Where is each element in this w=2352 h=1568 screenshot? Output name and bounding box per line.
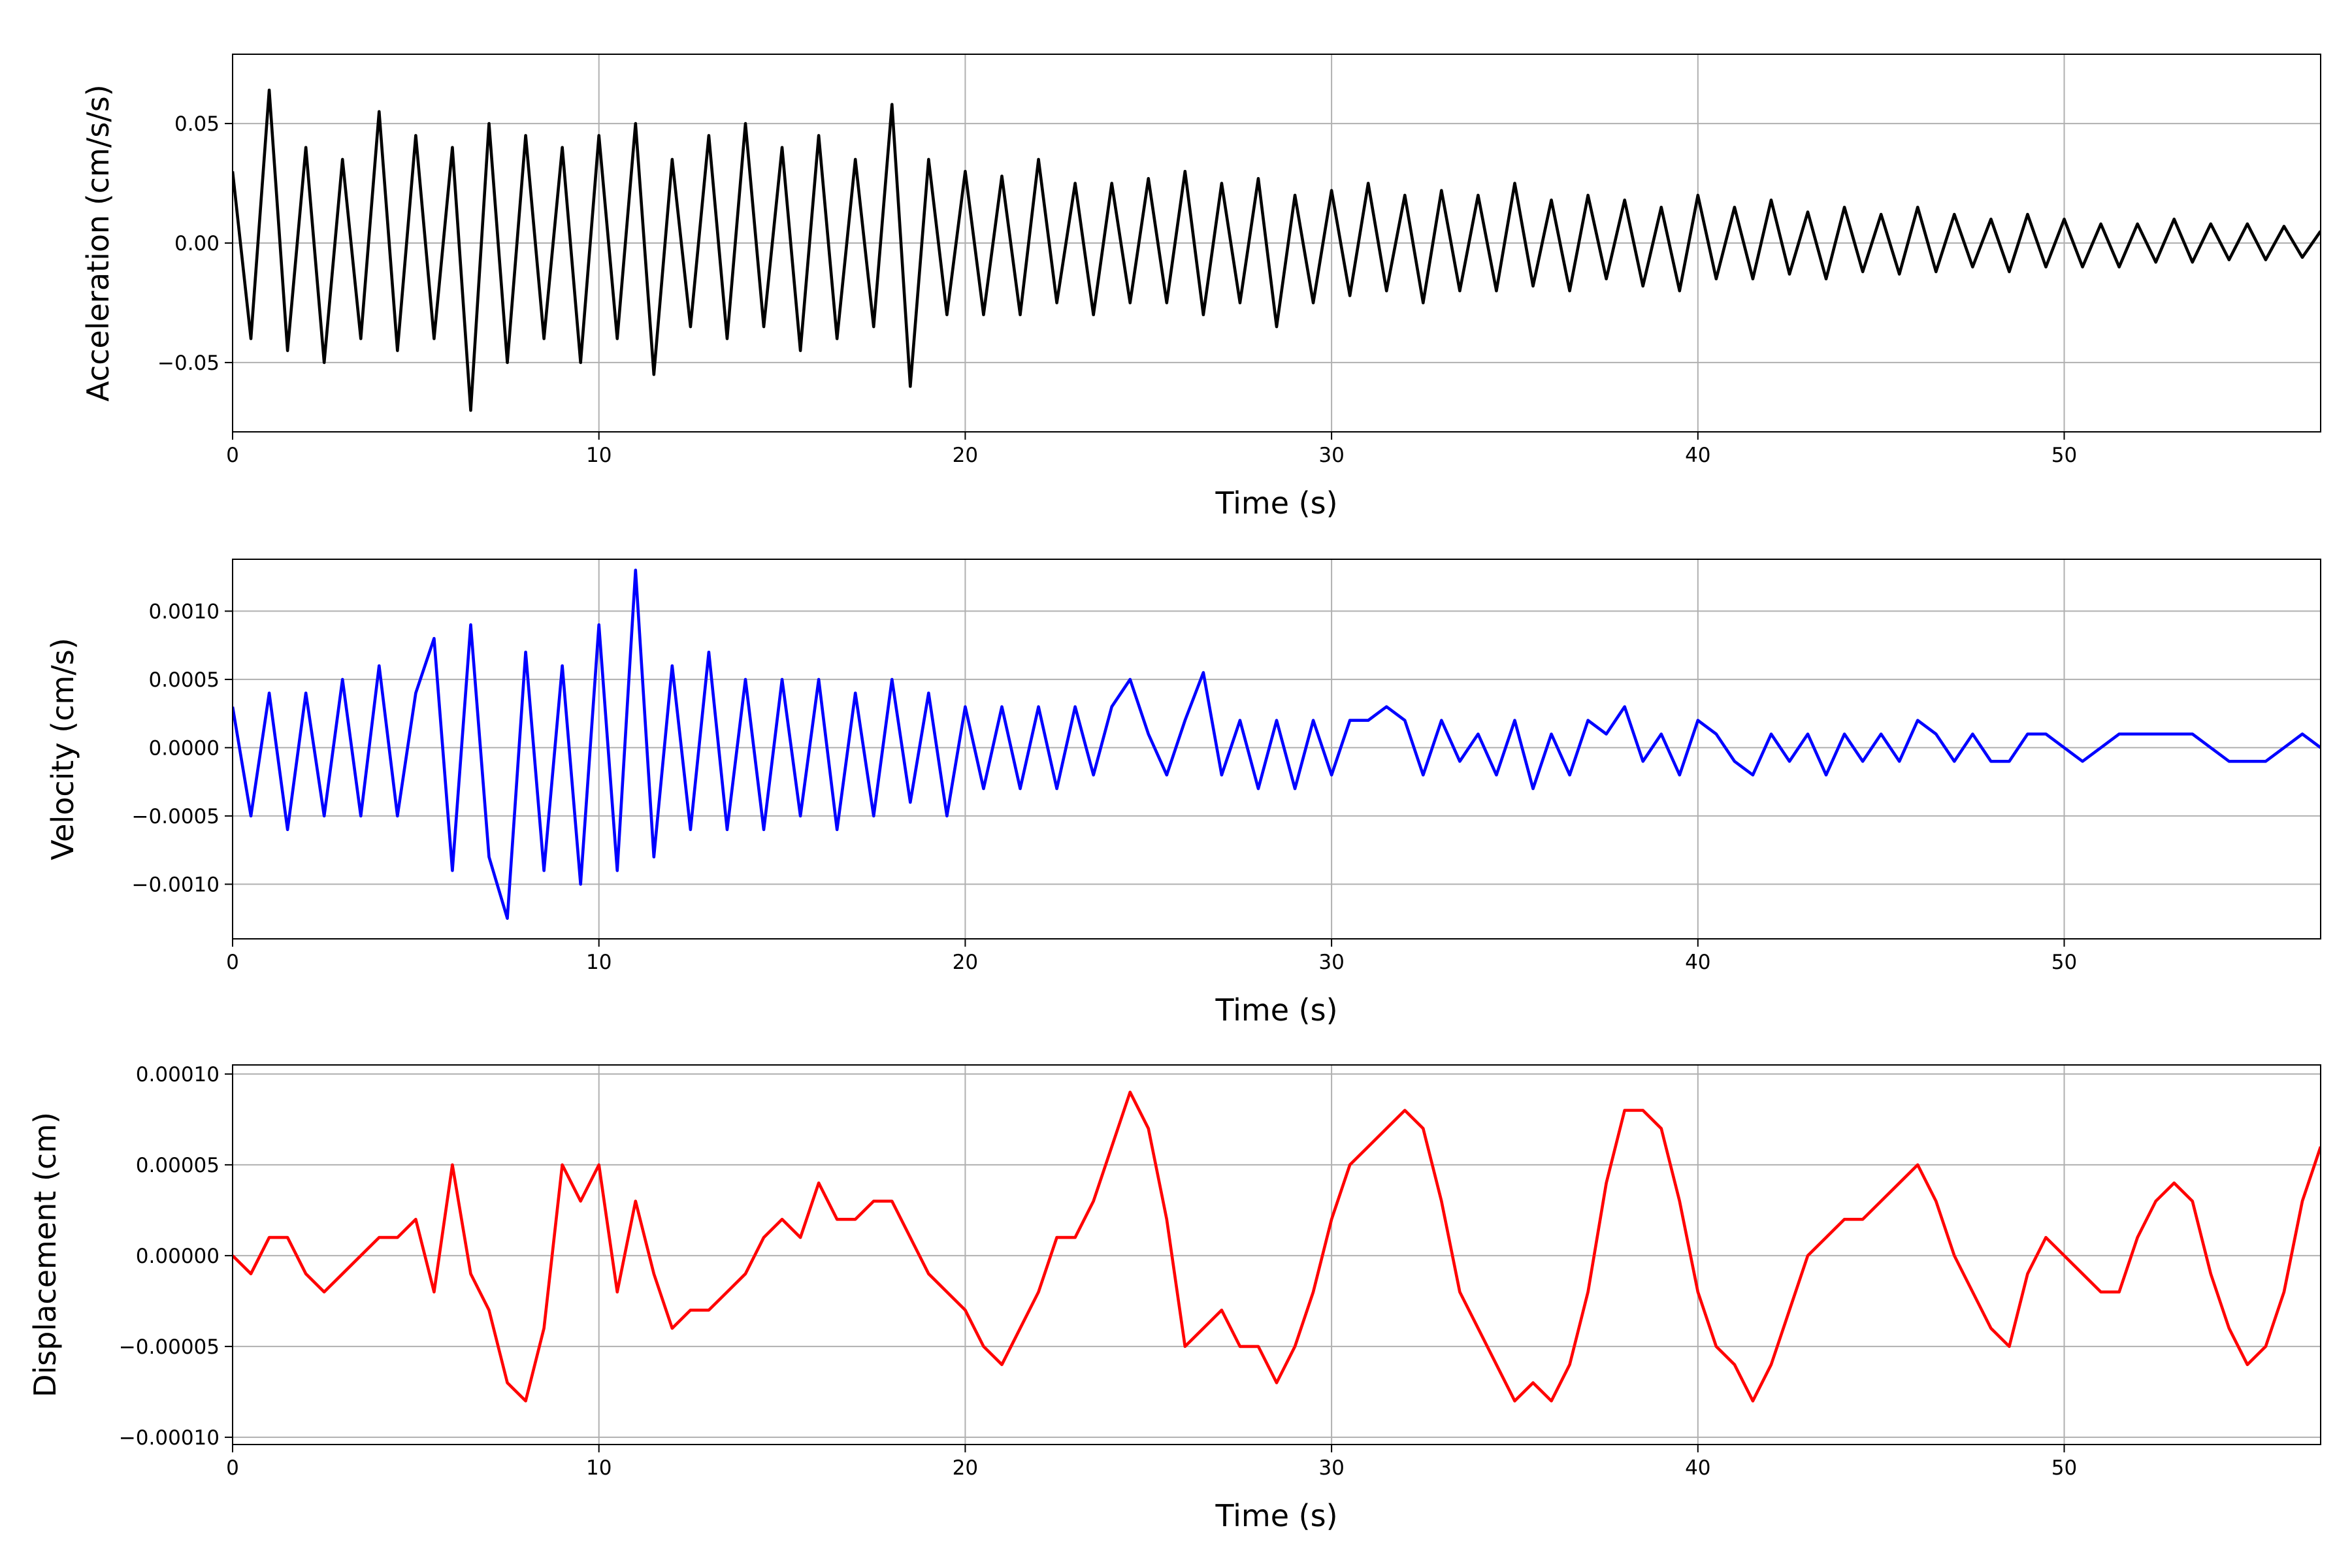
y-tick-label: 0.0000 [149,736,220,760]
y-tick-label: 0.00010 [136,1063,220,1086]
y-axis-label: Displacement (cm) [27,1112,63,1397]
y-tick-label: −0.0005 [132,805,220,828]
x-axis-label: Time (s) [1215,992,1337,1028]
x-tick-label: 40 [1685,951,1710,974]
x-tick-label: 20 [953,951,978,974]
data-line [233,1090,2321,1403]
x-tick-label: 30 [1318,444,1344,467]
y-tick-label: −0.0010 [132,873,220,896]
x-tick-label: 10 [586,1456,612,1480]
y-tick-label: 0.0010 [149,600,220,623]
x-tick-label: 10 [586,444,612,467]
x-tick-label: 0 [226,1456,239,1480]
y-axis-label: Velocity (cm/s) [45,638,80,860]
x-tick-label: 0 [226,951,239,974]
y-tick-label: 0.00005 [136,1154,220,1177]
x-tick-label: 30 [1318,1456,1344,1480]
y-tick-label: −0.00005 [119,1335,220,1359]
plot-frame [232,1064,2321,1445]
y-axis-label: Acceleration (cm/s/s) [80,84,116,401]
x-tick-label: 0 [226,444,239,467]
x-tick-label: 20 [953,1456,978,1480]
y-tick-label: 0.00 [174,232,220,255]
y-tick-label: 0.00000 [136,1245,220,1268]
x-tick-label: 30 [1318,951,1344,974]
x-tick-label: 50 [2051,1456,2077,1480]
y-tick-label: 0.0005 [149,668,220,692]
plot-frame [232,559,2321,939]
x-tick-label: 40 [1685,1456,1710,1480]
data-line [233,568,2321,920]
data-line [233,88,2321,412]
y-tick-label: −0.05 [157,351,220,375]
y-tick-label: −0.00010 [119,1426,220,1450]
y-tick-label: 0.05 [174,112,220,136]
x-tick-label: 10 [586,951,612,974]
x-tick-label: 40 [1685,444,1710,467]
x-tick-label: 20 [953,444,978,467]
x-tick-label: 50 [2051,951,2077,974]
x-tick-label: 50 [2051,444,2077,467]
x-axis-label: Time (s) [1215,485,1337,521]
x-axis-label: Time (s) [1215,1498,1337,1533]
plot-frame [232,54,2321,433]
